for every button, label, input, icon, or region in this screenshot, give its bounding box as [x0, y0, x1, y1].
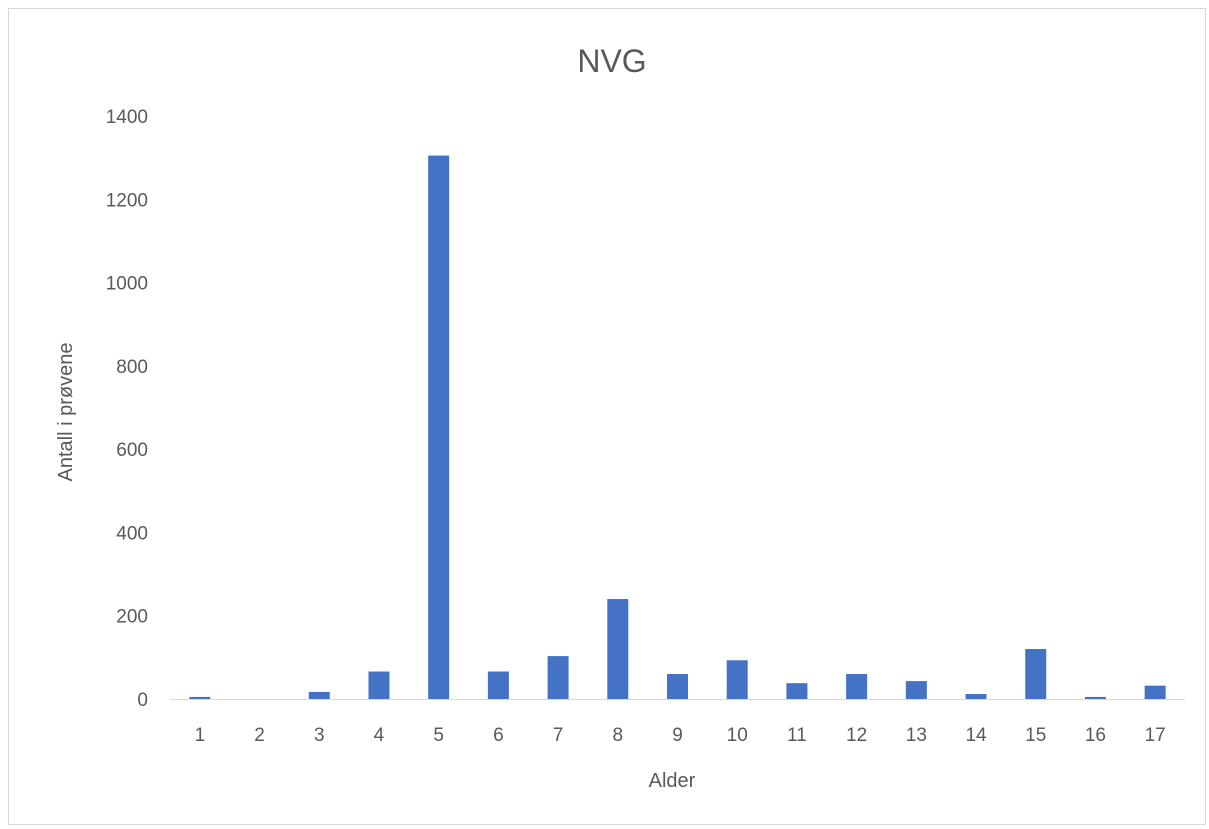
chart-title: NVG: [577, 43, 646, 79]
bar-4: [368, 671, 390, 699]
bar-1: [189, 696, 211, 699]
y-tick-label: 800: [116, 357, 148, 378]
bar-8: [607, 599, 629, 699]
x-tick-label: 2: [254, 725, 265, 746]
y-tick-label: 1000: [106, 274, 148, 295]
y-tick-label: 600: [116, 440, 148, 461]
y-tick-label: 1400: [106, 107, 148, 128]
y-tick-label: 400: [116, 523, 148, 544]
bar-9: [667, 674, 688, 699]
bar-15: [1025, 649, 1047, 699]
x-tick-label: 3: [314, 725, 325, 746]
bar-6: [487, 671, 509, 699]
bar-13: [905, 681, 927, 699]
x-tick-label: 9: [672, 725, 683, 746]
chart-frame: [8, 8, 1206, 825]
y-tick-label: 1200: [106, 190, 148, 211]
bar-10: [726, 660, 748, 699]
x-tick-label: 5: [433, 725, 444, 746]
y-tick-label: 200: [116, 607, 148, 628]
x-tick-label: 7: [553, 725, 564, 746]
x-tick-label: 13: [906, 725, 927, 746]
bar-3: [308, 691, 330, 699]
x-tick-label: 4: [374, 725, 385, 746]
bar-12: [846, 674, 868, 699]
x-tick-label: 15: [1025, 725, 1046, 746]
x-tick-label: 12: [846, 725, 867, 746]
x-tick-label: 6: [493, 725, 504, 746]
y-tick-label: 0: [137, 690, 148, 711]
bar-14: [965, 694, 987, 699]
x-tick-label: 1: [195, 725, 206, 746]
x-tick-label: 8: [613, 725, 624, 746]
x-tick-label: 14: [965, 725, 987, 746]
bar-17: [1144, 685, 1166, 699]
x-tick-label: 17: [1145, 725, 1166, 746]
x-tick-label: 11: [787, 725, 807, 746]
bar-5: [428, 155, 450, 699]
y-axis-label: Antall i prøvene: [55, 343, 77, 482]
bar-16: [1084, 696, 1106, 699]
y-tick-labels: 0 200 400 600 800 1000 1200 1400: [106, 107, 148, 711]
x-axis-label: Alder: [649, 770, 696, 792]
bar-7: [547, 656, 569, 699]
bar-11: [786, 683, 808, 699]
x-tick-label: 10: [727, 725, 748, 746]
x-tick-labels: 1 2 3 4 5 6 7 8 9 10 11 12 13 14 15 16 17: [195, 725, 1166, 746]
bars: [189, 155, 1166, 699]
x-tick-label: 16: [1085, 725, 1106, 746]
